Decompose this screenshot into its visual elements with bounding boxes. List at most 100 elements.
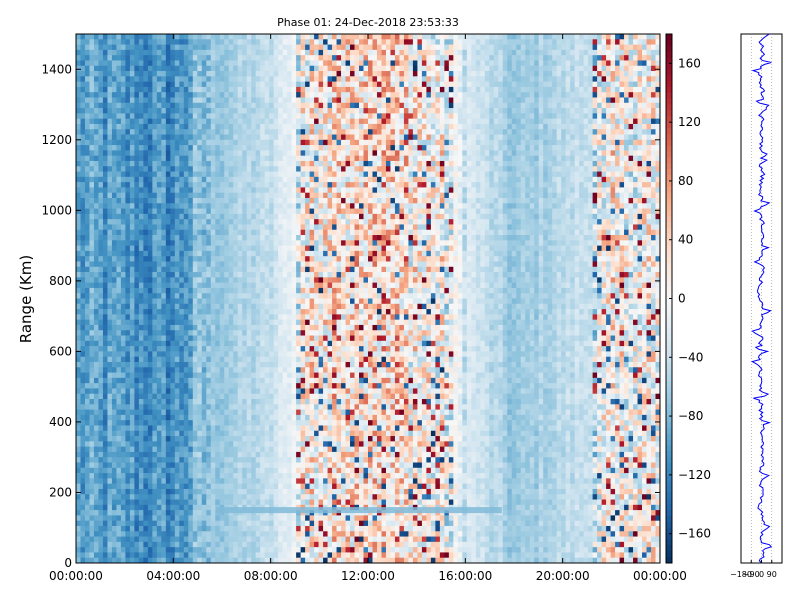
heatmap-cell (111, 176, 117, 183)
heatmap-cell (152, 277, 158, 283)
heatmap-cell (179, 245, 185, 252)
heatmap-cell (80, 488, 86, 495)
heatmap-cell (80, 324, 86, 331)
heatmap-cell (278, 134, 283, 141)
heatmap-cell (129, 346, 135, 352)
heatmap-cell (116, 277, 122, 283)
heatmap-cell (192, 536, 198, 543)
heatmap-cell (264, 139, 270, 146)
heatmap-cell (242, 420, 248, 426)
heatmap-cell (228, 414, 234, 421)
heatmap-cell (219, 256, 225, 262)
heatmap-cell (264, 176, 270, 183)
heatmap-cell (237, 478, 243, 484)
heatmap-cell (89, 552, 95, 559)
heatmap-cell (255, 436, 261, 442)
heatmap-cell (165, 309, 171, 315)
heatmap-cell (174, 97, 180, 104)
heatmap-cell (116, 39, 122, 45)
heatmap-cell (233, 324, 239, 331)
heatmap-cell (147, 182, 153, 188)
heatmap-cell (76, 139, 81, 146)
heatmap-cell (125, 425, 131, 432)
heatmap-cell (89, 240, 95, 246)
heatmap-cell (192, 108, 198, 114)
heatmap-cell (278, 346, 283, 352)
heatmap-cell (282, 309, 288, 315)
heatmap-cell (156, 102, 162, 109)
heatmap-cell (291, 97, 297, 104)
heatmap-cell (273, 340, 279, 347)
heatmap-cell (152, 462, 158, 469)
heatmap-cell (228, 525, 234, 532)
heatmap-cell (201, 473, 207, 479)
heatmap-cell (161, 340, 167, 347)
heatmap-cell (233, 176, 239, 183)
heatmap-cell (201, 488, 207, 495)
heatmap-cell (147, 155, 153, 162)
heatmap-cell (255, 293, 261, 299)
heatmap-cell (192, 346, 198, 352)
heatmap-cell (76, 298, 81, 305)
heatmap-cell (237, 372, 243, 379)
heatmap-cell (129, 552, 135, 559)
heatmap-cell (251, 520, 257, 527)
heatmap-cell (273, 81, 279, 88)
heatmap-cell (120, 436, 126, 442)
heatmap-cell (201, 166, 207, 172)
heatmap-cell (156, 71, 162, 77)
heatmap-cell (278, 187, 283, 194)
heatmap-cell (80, 213, 86, 220)
heatmap-cell (98, 525, 104, 532)
heatmap-cell (125, 76, 131, 82)
heatmap-cell (84, 282, 90, 289)
heatmap-cell (125, 298, 131, 305)
heatmap-cell (246, 44, 252, 51)
heatmap-cell (174, 303, 180, 310)
heatmap-cell (152, 552, 158, 559)
heatmap-cell (206, 404, 212, 410)
heatmap-cell (129, 393, 135, 400)
heatmap-cell (165, 55, 171, 61)
heatmap-cell (98, 118, 104, 125)
heatmap-cell (161, 319, 167, 326)
heatmap-cell (233, 399, 239, 405)
heatmap-cell (215, 346, 221, 352)
heatmap-cell (179, 97, 185, 104)
heatmap-cell (102, 388, 108, 395)
heatmap-cell (174, 293, 180, 299)
heatmap-cell (269, 525, 275, 532)
heatmap-cell (224, 49, 230, 56)
heatmap-cell (80, 39, 86, 45)
heatmap-cell (183, 229, 189, 236)
heatmap-cell (219, 451, 225, 458)
heatmap-cell (138, 102, 144, 109)
heatmap-cell (188, 414, 194, 421)
heatmap-cell (188, 441, 194, 447)
heatmap-cell (89, 213, 95, 220)
heatmap-cell (84, 250, 90, 257)
heatmap-cell (183, 441, 189, 447)
heatmap-cell (287, 483, 292, 490)
heatmap-cell (201, 203, 207, 209)
heatmap-cell (215, 277, 221, 283)
heatmap-cell (192, 34, 198, 40)
heatmap-cell (242, 282, 248, 289)
heatmap-cell (251, 499, 257, 506)
heatmap-cell (89, 441, 95, 447)
heatmap-cell (246, 123, 252, 130)
heatmap-cell (188, 208, 194, 215)
heatmap-cell (192, 383, 198, 389)
heatmap-cell (170, 515, 176, 522)
heatmap-cell (291, 272, 297, 278)
heatmap-cell (98, 483, 104, 490)
heatmap-cell (161, 377, 167, 384)
heatmap-cell (197, 208, 203, 215)
heatmap-cell (246, 49, 252, 56)
heatmap-cell (156, 536, 162, 543)
heatmap-cell (255, 76, 261, 82)
heatmap-cell (201, 446, 207, 453)
heatmap-cell (143, 256, 149, 262)
heatmap-cell (219, 182, 225, 188)
heatmap-cell (255, 108, 261, 114)
